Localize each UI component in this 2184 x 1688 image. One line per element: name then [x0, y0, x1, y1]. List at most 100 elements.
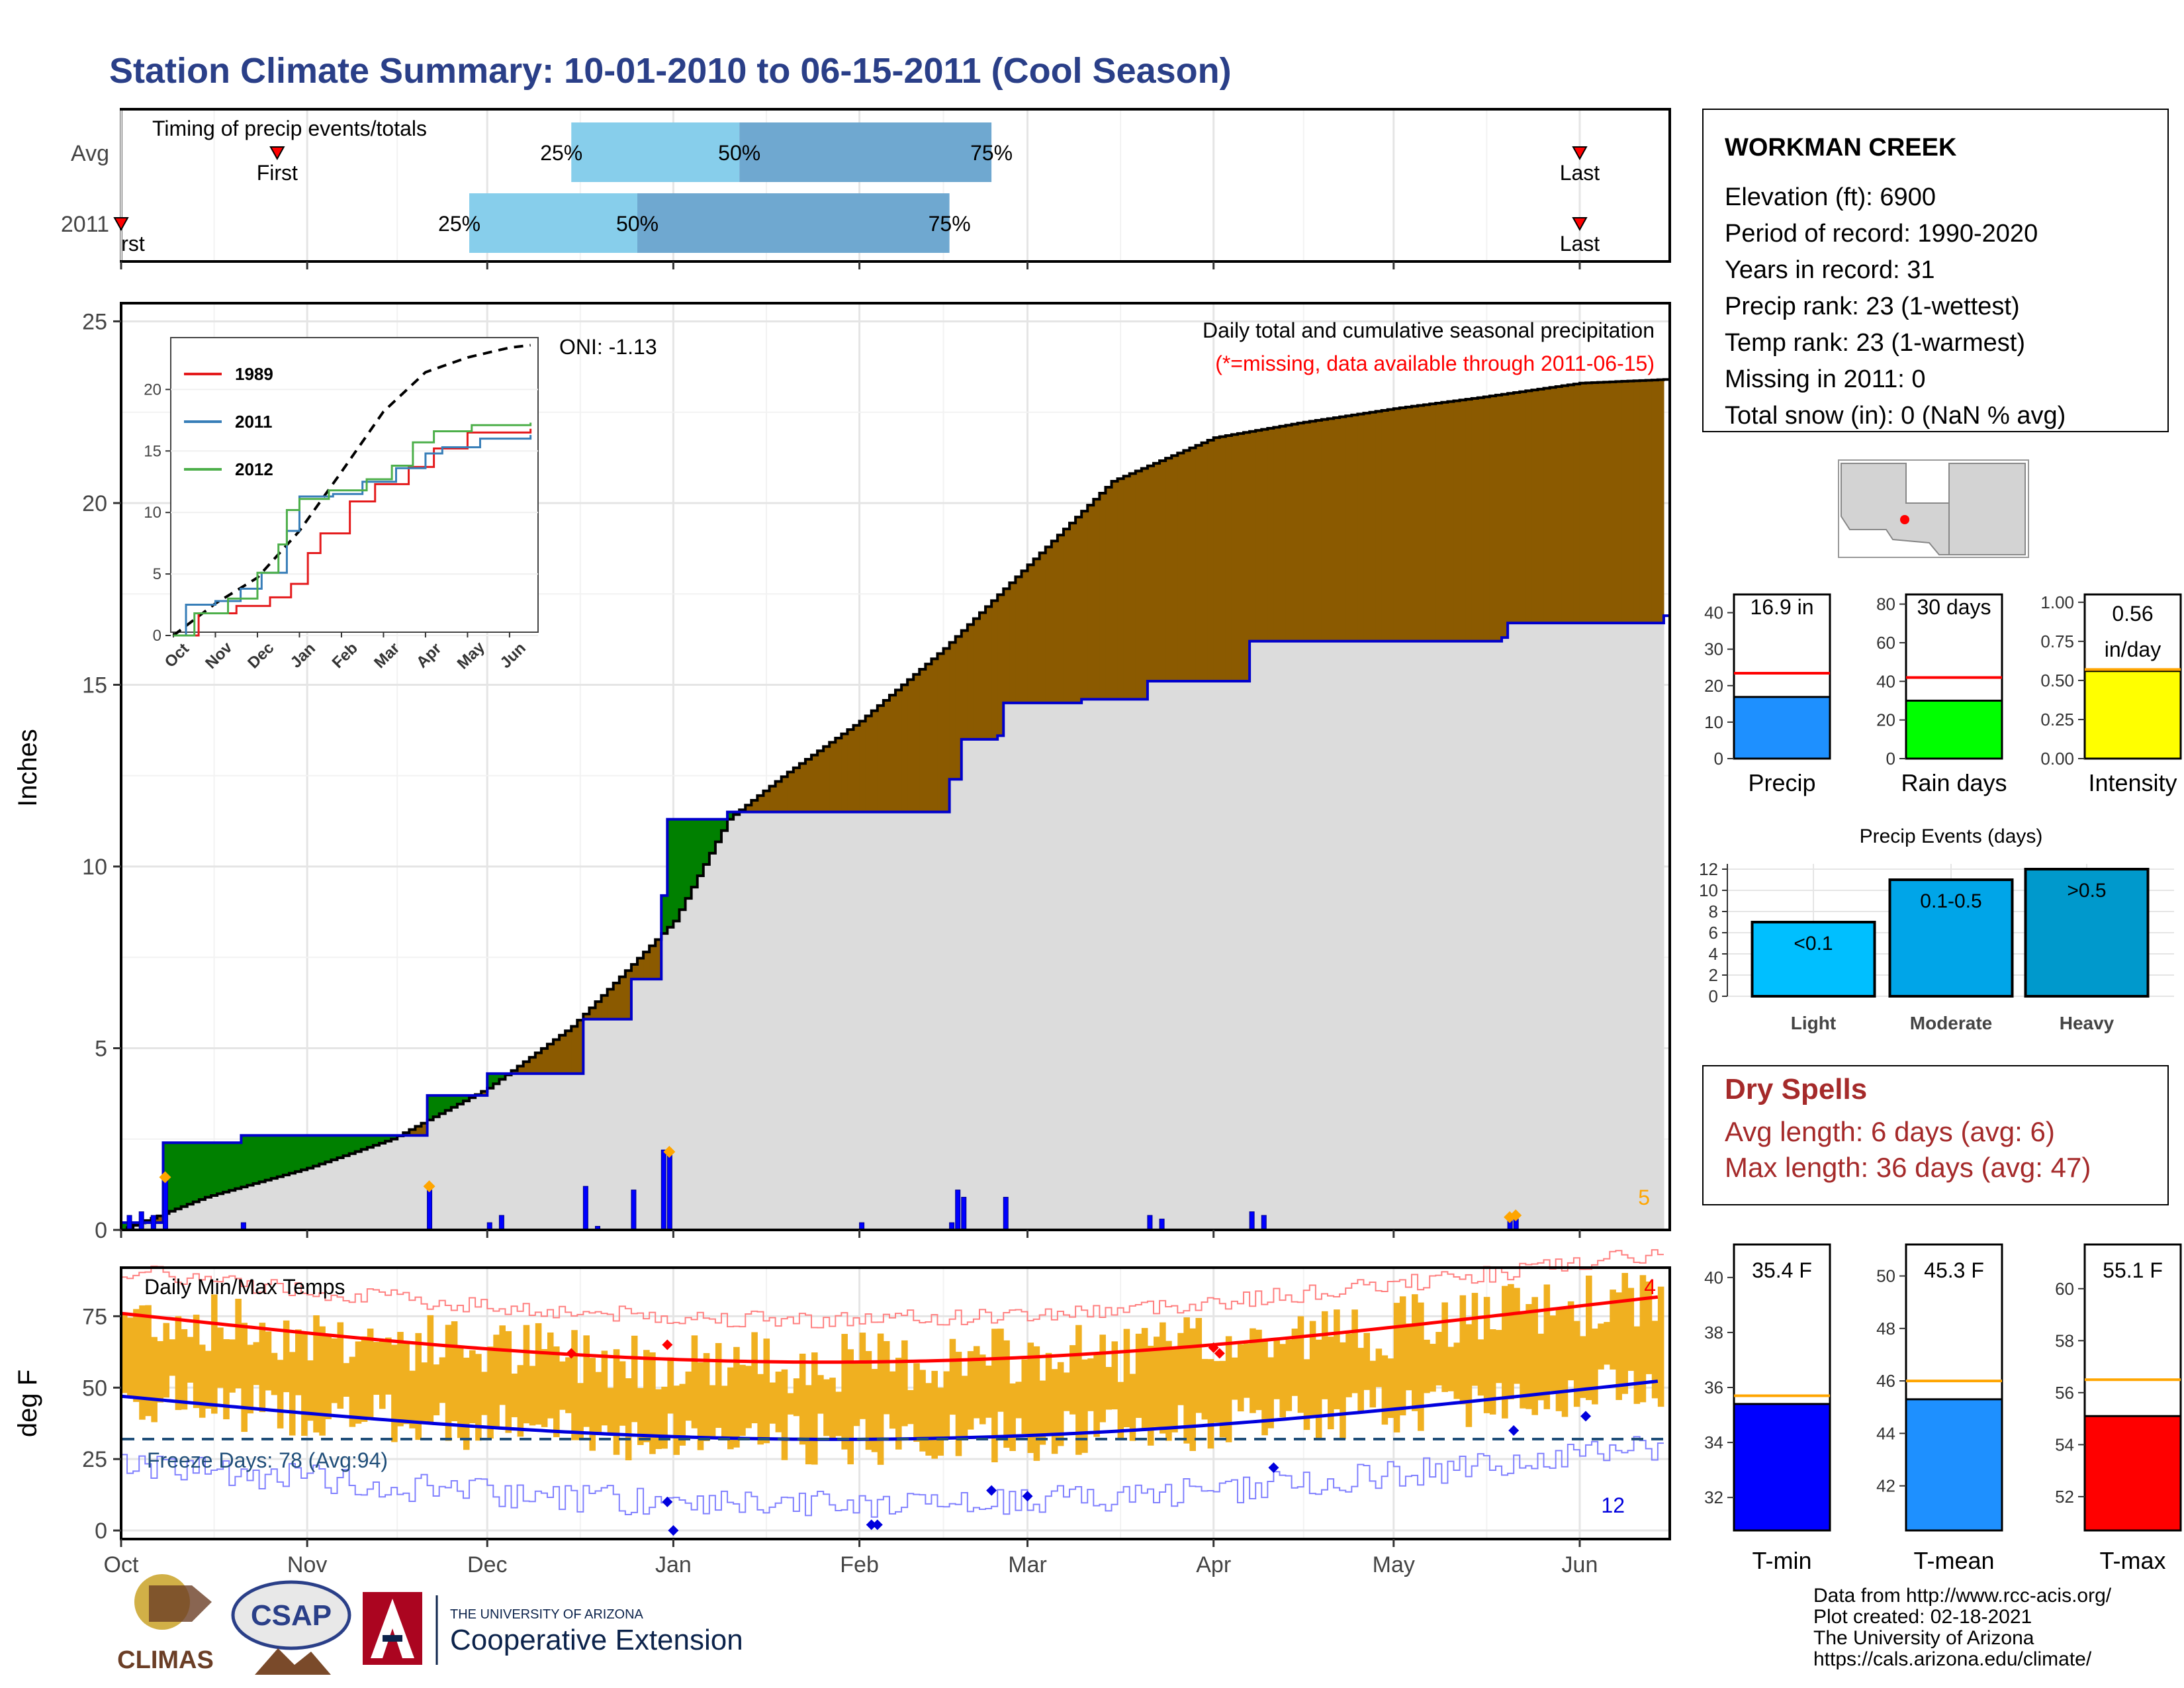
cum-diff-day-145 [991, 600, 998, 739]
cum-base-day-52 [433, 1117, 440, 1230]
cum-base-day-223 [1459, 641, 1467, 1230]
cum-base-day-166 [1117, 699, 1124, 1230]
cum-diff-day-154 [1045, 547, 1052, 703]
temp-range-bar-67 [523, 1325, 530, 1424]
cum-base-day-70 [541, 1073, 548, 1230]
cum-diff-day-137 [943, 648, 950, 812]
temp-range-bar-210 [1381, 1355, 1388, 1425]
cum-base-day-57 [463, 1101, 470, 1230]
temp-range-bar-192 [1273, 1338, 1280, 1399]
cum-diff-day-80 [601, 995, 608, 1019]
temp-bar-1-tick-label-3: 48 [1876, 1319, 1895, 1338]
cum-diff-day-47 [403, 1133, 410, 1136]
cum-base-day-230 [1502, 637, 1508, 1230]
temp-range-bar-7 [163, 1323, 170, 1398]
temp-bar-2-tick-label-2: 56 [2055, 1383, 2074, 1403]
timing-label: Timing of precip events/totals [152, 117, 427, 140]
temp-range-bar-170 [1141, 1328, 1148, 1430]
footer-line-4: https://cals.arizona.edu/climate/ [1813, 1648, 2092, 1670]
precip-ytick-label-2: 10 [82, 855, 107, 880]
csap-mountains [255, 1648, 331, 1675]
timing-q75-label-row-0: 75% [970, 141, 1013, 165]
temp-range-bar-247 [1604, 1322, 1610, 1365]
cum-diff-day-171 [1147, 465, 1154, 681]
temp-range-bar-187 [1244, 1343, 1250, 1398]
cum-base-day-196 [1297, 641, 1304, 1230]
cum-base-day-129 [895, 812, 902, 1230]
cum-base-day-49 [415, 1135, 422, 1230]
inset-series-line-1989 [173, 428, 532, 637]
precip-record-marker-4 [1510, 1209, 1522, 1222]
cum-base-day-41 [367, 1147, 374, 1230]
cum-base-day-152 [1033, 702, 1040, 1230]
cum-diff-day-234 [1525, 391, 1532, 624]
cum-base-day-151 [1027, 702, 1034, 1230]
cum-diff-day-242 [1573, 384, 1580, 624]
mini-bar-value-1 [1905, 699, 2003, 760]
cum-diff-day-148 [1009, 583, 1016, 703]
precip-subtitle: Daily total and cumulative seasonal prec… [1203, 318, 1655, 342]
ua-logo-a [371, 1599, 414, 1658]
temp-range-bar-72 [553, 1346, 560, 1438]
cum-diff-day-188 [1250, 431, 1256, 641]
cum-base-day-184 [1225, 680, 1232, 1230]
temp-bar-2-tick-label-4: 60 [2055, 1279, 2074, 1299]
cum-base-day-9 [175, 1209, 182, 1230]
cum-diff-day-205 [1351, 414, 1358, 641]
cum-base-day-22 [253, 1183, 260, 1230]
cum-diff-day-57 [463, 1095, 470, 1102]
cum-diff-day-179 [1195, 445, 1203, 681]
temp-range-bar-153 [1039, 1380, 1046, 1445]
last-marker-row-0 [1572, 146, 1588, 161]
cum-base-day-61 [487, 1088, 494, 1230]
cum-base-day-97 [703, 864, 710, 1230]
cum-base-day-44 [385, 1141, 392, 1230]
temp-range-bar-0 [121, 1313, 128, 1393]
cum-base-day-144 [985, 739, 992, 1230]
cum-diff-day-169 [1135, 471, 1142, 700]
cum-diff-day-94 [685, 819, 692, 899]
cum-base-day-83 [619, 1019, 626, 1230]
temp-range-bar-250 [1621, 1272, 1629, 1394]
temp-range-bar-127 [883, 1340, 890, 1415]
cum-base-day-116 [817, 812, 824, 1230]
cum-base-day-141 [967, 739, 974, 1230]
temp-range-bar-151 [1027, 1342, 1034, 1453]
temp-range-bar-176 [1177, 1333, 1184, 1405]
cum-base-day-143 [979, 739, 986, 1230]
climas-logo-text: CLIMAS [117, 1646, 214, 1674]
cum-diff-day-49 [415, 1126, 422, 1136]
cum-diff-day-201 [1328, 418, 1334, 641]
temp-range-bar-238 [1549, 1315, 1557, 1391]
cum-base-day-185 [1231, 680, 1238, 1230]
cum-diff-day-252 [1633, 381, 1641, 624]
cum-base-day-130 [901, 812, 908, 1230]
cum-base-day-250 [1621, 623, 1629, 1230]
daily-precip-bar-21 [1261, 1215, 1267, 1231]
cum-diff-day-233 [1520, 391, 1526, 624]
mini-bar-2-tick-label-2: 0.50 [2040, 671, 2074, 690]
cum-diff-day-187 [1244, 432, 1250, 681]
mini-bar-0-tick-label-2: 20 [1704, 676, 1723, 696]
cum-base-day-115 [811, 812, 818, 1230]
cum-base-day-132 [913, 812, 920, 1230]
cum-diff-day-14 [205, 1143, 212, 1197]
cum-base-day-34 [325, 1162, 332, 1230]
temp-range-bar-65 [511, 1374, 518, 1417]
temp-range-bar-3 [139, 1305, 146, 1420]
cum-diff-day-183 [1219, 436, 1226, 681]
temp-range-bar-154 [1045, 1352, 1052, 1434]
cum-base-day-192 [1273, 641, 1281, 1230]
events-category-2: Heavy [2060, 1013, 2115, 1033]
cum-diff-day-110 [781, 776, 788, 812]
record-low-marker-3 [872, 1519, 883, 1530]
cum-diff-day-189 [1255, 430, 1262, 641]
station-info-line-1: Period of record: 1990-2020 [1725, 220, 2038, 248]
map-borders [1905, 463, 1950, 555]
cum-diff-day-230 [1502, 394, 1508, 638]
cum-diff-day-101 [727, 812, 734, 820]
cum-diff-day-10 [181, 1143, 188, 1207]
station-info-line-3: Precip rank: 23 (1-wettest) [1725, 293, 2020, 320]
temp-range-bar-48 [409, 1370, 416, 1429]
